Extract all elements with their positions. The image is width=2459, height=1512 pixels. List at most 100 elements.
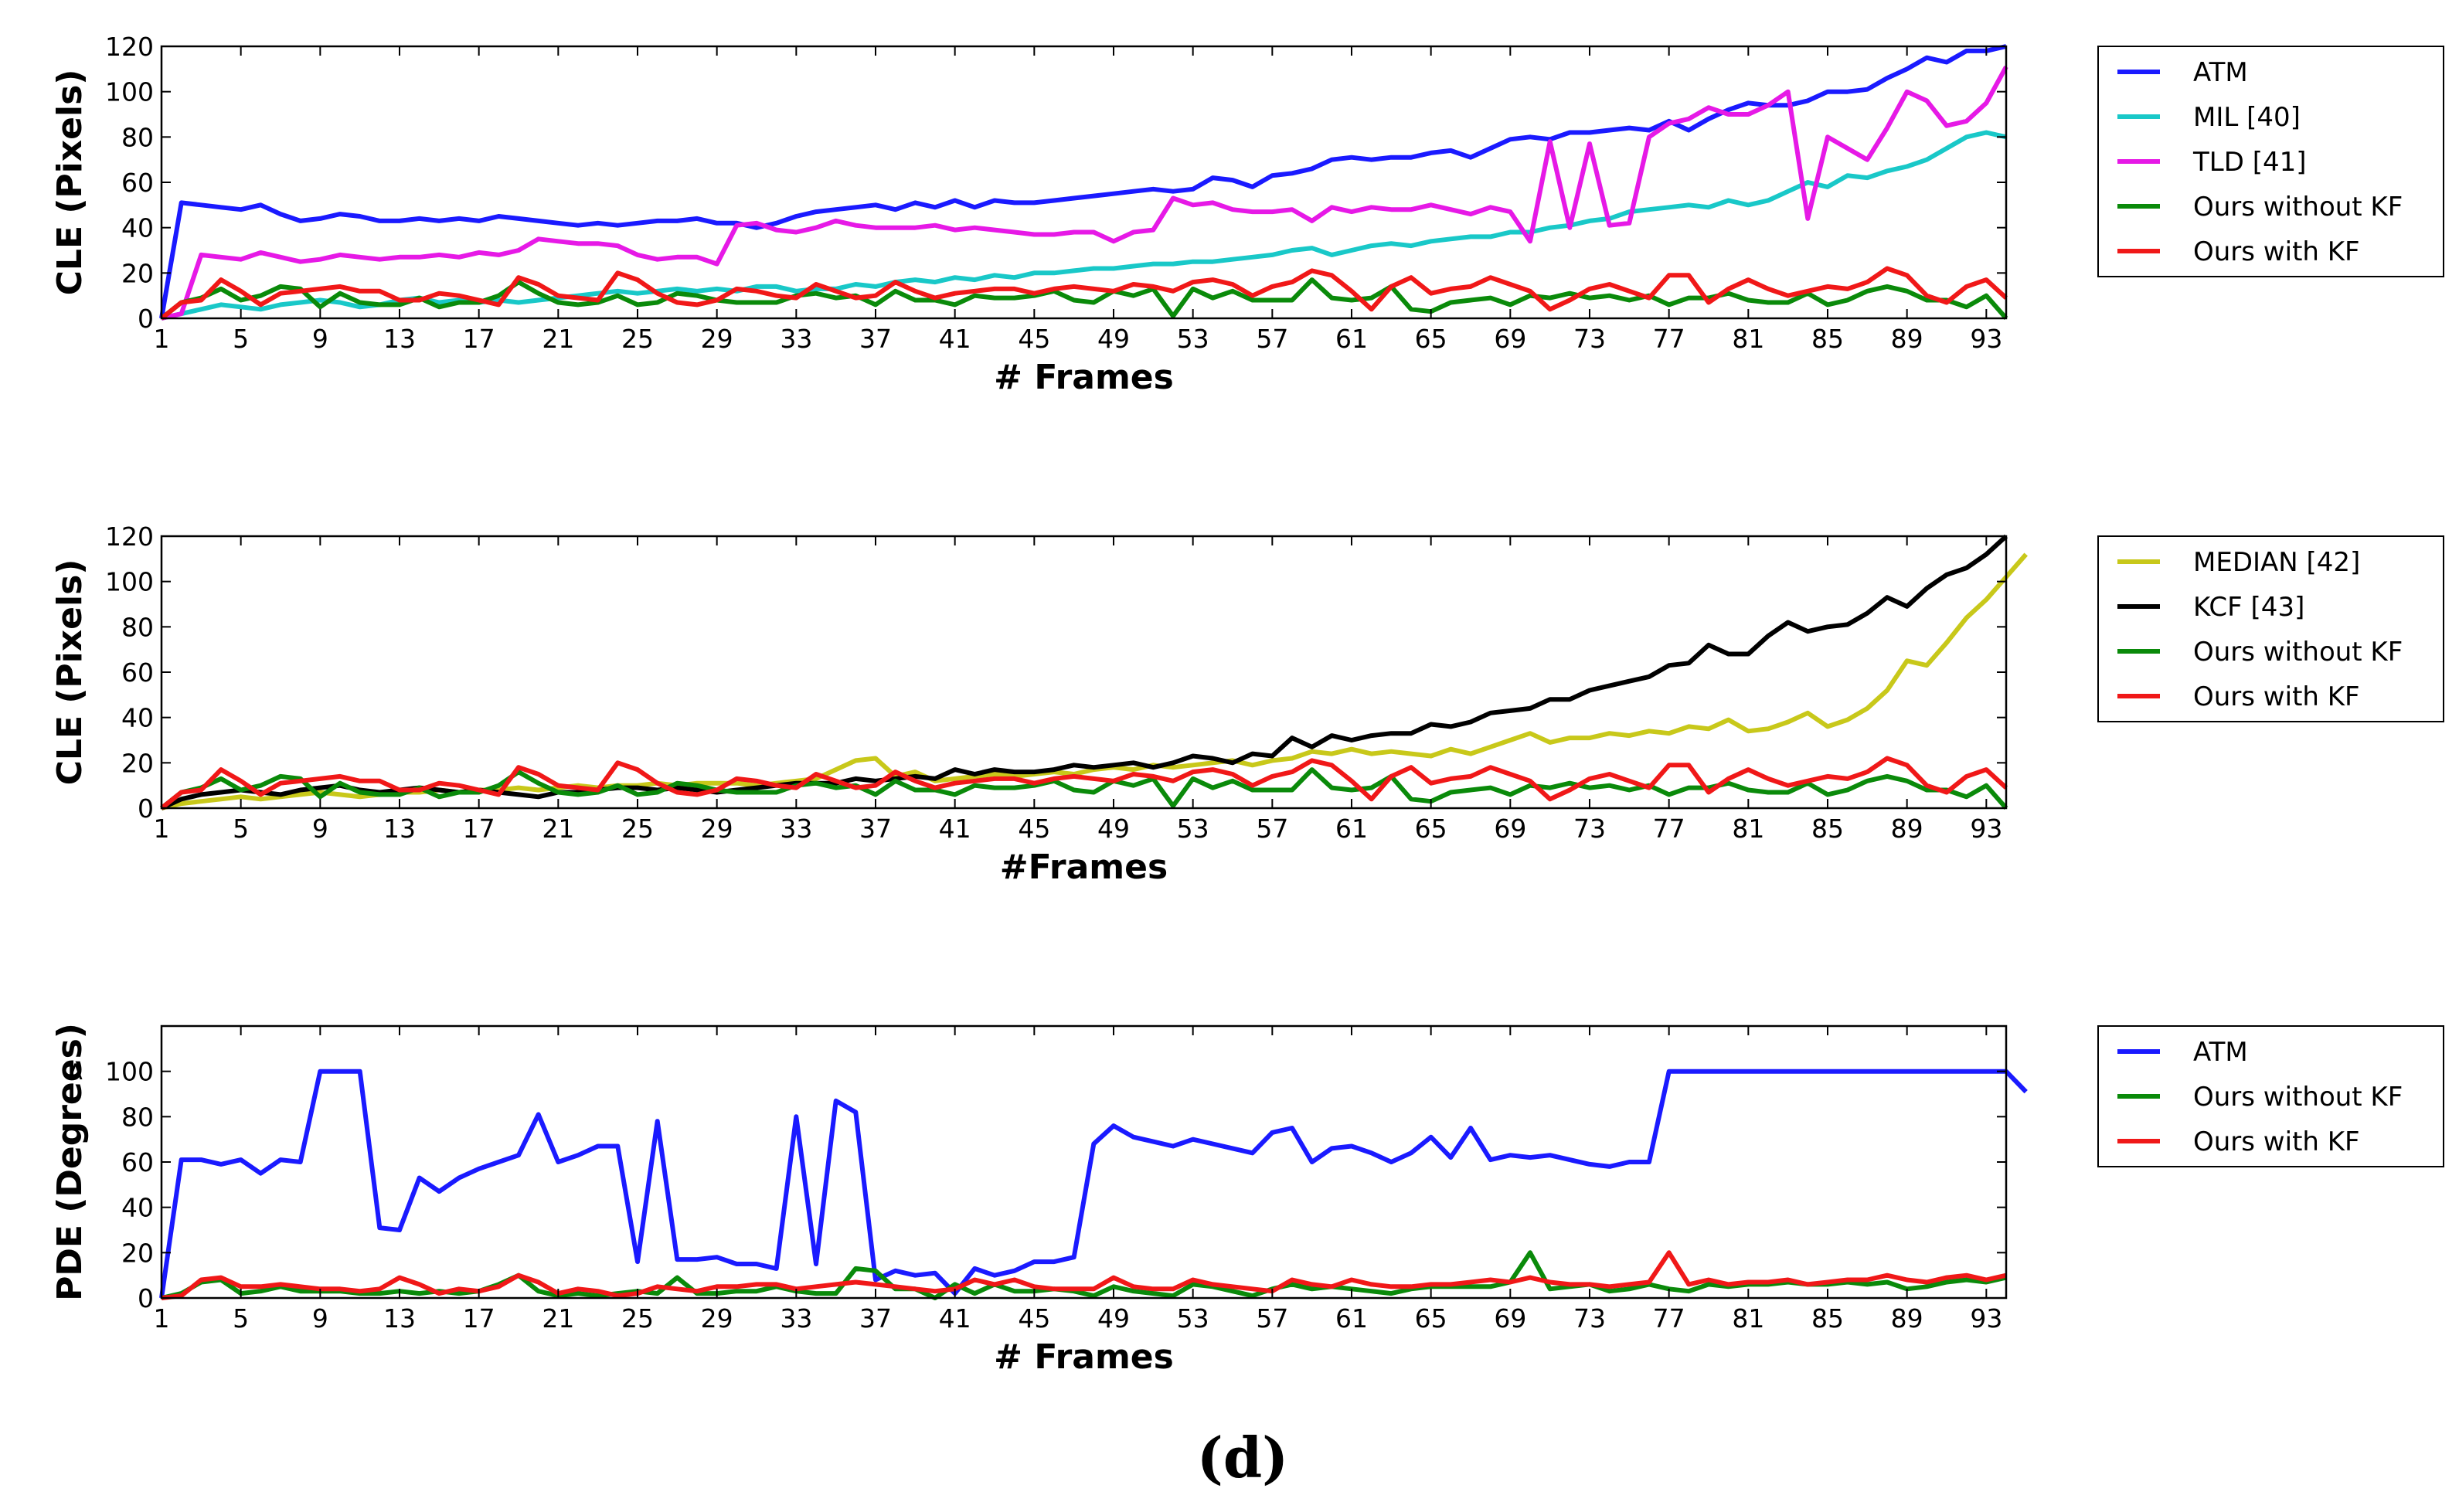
x-tick-label: 77 — [1653, 1303, 1685, 1334]
x-tick-label: 49 — [1097, 324, 1130, 354]
x-tick-label: 73 — [1573, 324, 1606, 354]
y-tick-label: 100 — [105, 567, 154, 597]
x-tick-label: 57 — [1256, 814, 1288, 844]
x-tick-label: 9 — [312, 324, 328, 354]
y-axis-label: CLE (Pixels) — [50, 70, 90, 296]
y-tick-label: 40 — [121, 703, 154, 733]
x-tick-label: 77 — [1653, 324, 1685, 354]
y-axis-label: CLE (Pixels) — [50, 559, 90, 786]
x-tick-label: 37 — [859, 814, 892, 844]
x-tick-label: 85 — [1811, 1303, 1844, 1334]
x-tick-label: 17 — [463, 814, 495, 844]
x-tick-label: 69 — [1494, 324, 1526, 354]
legend-label: ATM — [2193, 57, 2248, 88]
x-tick-label: 29 — [701, 1303, 733, 1334]
x-tick-label: 65 — [1415, 1303, 1447, 1334]
x-tick-label: 65 — [1415, 814, 1447, 844]
y-tick-label: 60 — [121, 1147, 154, 1177]
series-line-ours-with-kf — [160, 756, 2008, 810]
x-tick-label: 85 — [1811, 324, 1844, 354]
x-tick-label: 89 — [1891, 324, 1923, 354]
y-tick-label: 100 — [105, 77, 154, 107]
x-tick-label: 53 — [1177, 324, 1209, 354]
legend-label: Ours with KF — [2193, 236, 2360, 267]
chart-cle-atm-mil-tld: 0 20 40 60 80 100 120 1 5 9 13 17 21 25 29 33 37 41 45 49 53… — [50, 32, 2444, 397]
x-tick-label: 21 — [542, 814, 574, 844]
x-tick-label: 33 — [780, 324, 812, 354]
x-tick-label: 13 — [383, 814, 416, 844]
chart-pde-atm: 0 20 40 60 80 100 1 5 9 13 17 21 25 29 33 37 41 45 49 53 57 6… — [50, 1023, 2444, 1377]
legend-label: MEDIAN [42] — [2193, 547, 2360, 578]
x-tick-label: 21 — [542, 1303, 574, 1334]
x-tick-label: 61 — [1335, 324, 1368, 354]
x-tick-label: 1 — [154, 1303, 170, 1334]
legend-label: Ours with KF — [2193, 1126, 2360, 1157]
x-tick-label: 65 — [1415, 324, 1447, 354]
x-tick-label: 25 — [621, 814, 654, 844]
x-tick-label: 61 — [1335, 814, 1368, 844]
y-tick-label: 0 — [138, 793, 154, 824]
series-line-kcf-43- — [160, 534, 2008, 810]
y-tick-label: 80 — [121, 1102, 154, 1132]
x-tick-label: 73 — [1573, 814, 1606, 844]
y-axis-label: PDE (Degrees) — [50, 1023, 90, 1301]
y-tick-label: 40 — [121, 1193, 154, 1223]
x-tick-label: 81 — [1732, 814, 1764, 844]
x-tick-label: 9 — [312, 1303, 328, 1334]
legend-label: ATM — [2193, 1037, 2248, 1068]
x-tick-label: 45 — [1018, 814, 1050, 844]
x-tick-label: 41 — [939, 814, 971, 844]
y-tick-label: 0 — [138, 1283, 154, 1313]
x-tick-label: 37 — [859, 324, 892, 354]
legend-label: KCF [43] — [2193, 592, 2304, 623]
y-tick-label: 60 — [121, 168, 154, 198]
y-tick-label: 40 — [121, 213, 154, 243]
x-tick-label: 1 — [154, 324, 170, 354]
x-axis-label: # Frames — [994, 1337, 1174, 1377]
x-tick-label: 29 — [701, 814, 733, 844]
x-tick-label: 85 — [1811, 814, 1844, 844]
figure-caption: (d) — [1197, 1425, 1288, 1490]
x-tick-label: 41 — [939, 1303, 971, 1334]
x-tick-label: 1 — [154, 814, 170, 844]
x-tick-label: 53 — [1177, 814, 1209, 844]
x-tick-label: 25 — [621, 1303, 654, 1334]
plot-frame — [160, 1024, 2008, 1300]
x-tick-label: 13 — [383, 1303, 416, 1334]
x-tick-label: 93 — [1970, 1303, 2002, 1334]
y-tick-label: 20 — [121, 258, 154, 288]
x-tick-label: 93 — [1970, 814, 2002, 844]
y-tick-label: 120 — [105, 32, 154, 62]
x-tick-label: 13 — [383, 324, 416, 354]
x-tick-label: 33 — [780, 814, 812, 844]
x-tick-label: 49 — [1097, 814, 1130, 844]
chart-cle-median-kcf: 0 20 40 60 80 100 120 1 5 9 13 17 21 25 29 33 37 41 45 49 53… — [50, 522, 2444, 887]
x-tick-label: 5 — [233, 324, 249, 354]
x-tick-label: 69 — [1494, 814, 1526, 844]
legend-label: Ours without KF — [2193, 192, 2403, 223]
x-tick-label: 93 — [1970, 324, 2002, 354]
x-tick-label: 25 — [621, 324, 654, 354]
plot-frame — [160, 45, 2008, 320]
legend-label: Ours without KF — [2193, 637, 2403, 668]
legend-label: TLD [41] — [2192, 147, 2307, 178]
x-tick-label: 89 — [1891, 814, 1923, 844]
x-tick-label: 29 — [701, 324, 733, 354]
x-tick-label: 37 — [859, 1303, 892, 1334]
x-tick-label: 53 — [1177, 1303, 1209, 1334]
series-line-atm — [159, 1069, 2028, 1299]
x-tick-label: 33 — [780, 1303, 812, 1334]
series-line-ours-without-kf — [160, 277, 2008, 321]
x-tick-label: 61 — [1335, 1303, 1368, 1334]
series-line-ours-with-kf — [160, 266, 2008, 321]
x-tick-label: 57 — [1256, 1303, 1288, 1334]
y-tick-label: 0 — [138, 304, 154, 334]
y-tick-label: 80 — [121, 122, 154, 152]
x-tick-label: 77 — [1653, 814, 1685, 844]
y-tick-label: 80 — [121, 612, 154, 642]
x-tick-label: 45 — [1018, 1303, 1050, 1334]
x-tick-label: 17 — [463, 324, 495, 354]
y-tick-label: 120 — [105, 522, 154, 552]
series-line-tld-41- — [161, 65, 2008, 321]
